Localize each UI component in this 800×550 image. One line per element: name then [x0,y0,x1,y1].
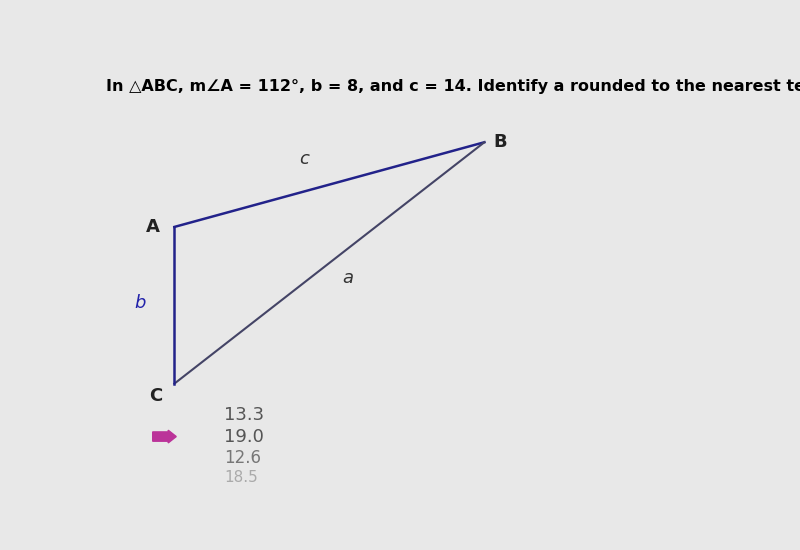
Text: 19.0: 19.0 [224,427,264,446]
Text: 13.3: 13.3 [224,406,264,425]
Text: c: c [300,150,310,168]
Text: b: b [134,294,146,312]
Text: 18.5: 18.5 [224,470,258,485]
Text: 12.6: 12.6 [224,449,261,467]
Text: a: a [342,269,354,287]
Text: B: B [493,133,506,151]
Text: A: A [146,218,160,236]
Text: In △ABC, m∠A = 112°, b = 8, and c = 14. Identify a rounded to the nearest tenth.: In △ABC, m∠A = 112°, b = 8, and c = 14. … [106,79,800,94]
FancyArrow shape [153,430,176,443]
Text: C: C [149,387,162,405]
